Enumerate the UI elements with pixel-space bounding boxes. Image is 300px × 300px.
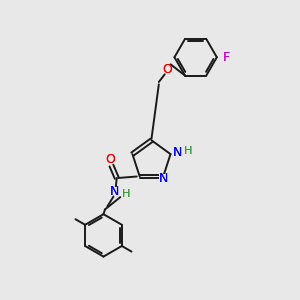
Bar: [163, 65, 171, 73]
Text: O: O: [162, 62, 172, 76]
Text: N: N: [110, 185, 119, 198]
Text: F: F: [223, 51, 230, 64]
Text: F: F: [223, 51, 230, 64]
Bar: [111, 187, 119, 195]
Text: H: H: [122, 189, 130, 199]
Text: O: O: [105, 153, 115, 166]
Text: O: O: [162, 62, 172, 76]
Bar: [173, 148, 181, 157]
Text: H: H: [122, 189, 130, 199]
Text: N: N: [110, 185, 119, 198]
Bar: [122, 190, 130, 198]
Text: H: H: [183, 146, 192, 156]
Text: N: N: [172, 146, 182, 159]
Bar: [184, 147, 192, 155]
Text: H: H: [183, 146, 192, 156]
Text: N: N: [159, 172, 168, 185]
Text: O: O: [105, 153, 115, 166]
Text: N: N: [172, 146, 182, 159]
Bar: [106, 155, 114, 163]
Text: N: N: [159, 172, 168, 185]
Bar: [222, 53, 231, 61]
Bar: [159, 174, 167, 182]
